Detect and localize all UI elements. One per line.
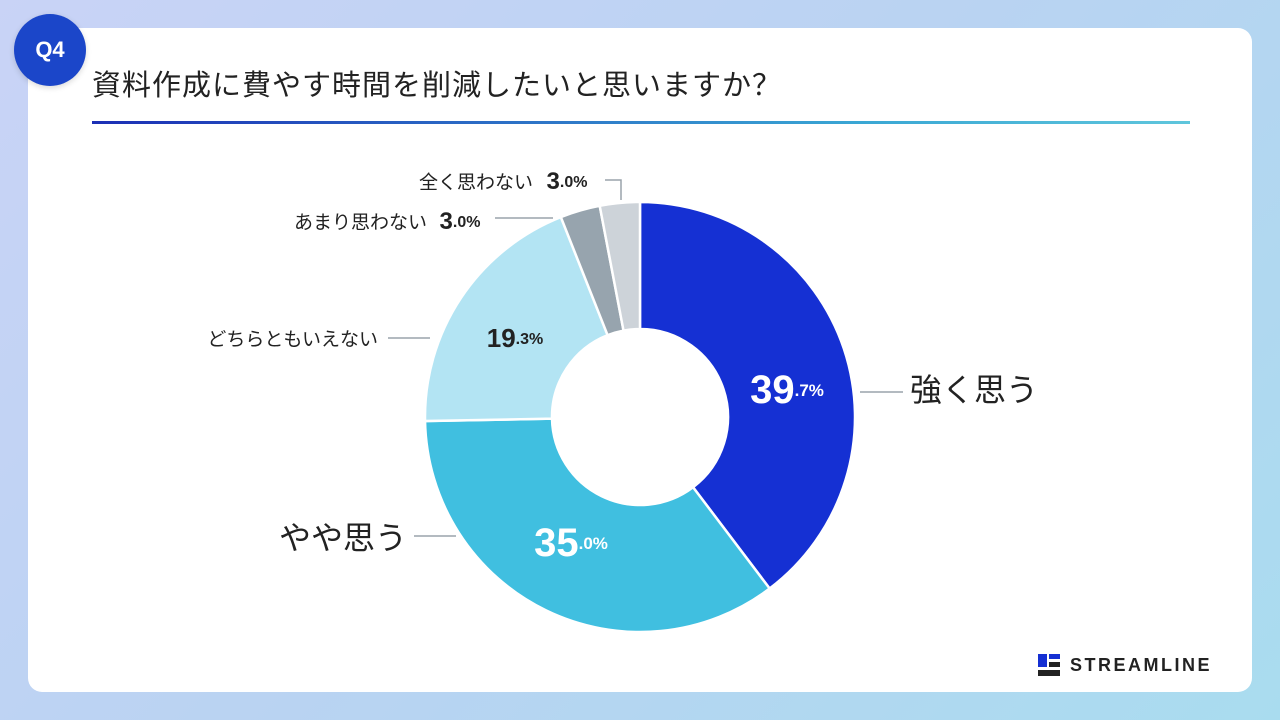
pie-slice-3 <box>423 215 610 423</box>
data-label-dec: .7% <box>795 381 824 400</box>
data-label-5: 3.0% <box>547 168 588 195</box>
data-label-3: 19.3% <box>487 323 544 353</box>
data-label-4: 3.0% <box>440 208 481 235</box>
data-label-int: 3 <box>547 168 560 195</box>
data-label-dec: .0% <box>560 174 588 191</box>
data-label-int: 35 <box>534 521 579 565</box>
data-label-dec: .0% <box>453 214 481 231</box>
category-label-5: 全く思わない <box>419 172 533 194</box>
pie-slice-1 <box>638 200 857 591</box>
data-label-int: 39 <box>750 368 795 412</box>
data-label-int: 19 <box>487 323 516 353</box>
title-divider <box>92 121 1190 124</box>
page-title: 資料作成に費やす時間を削減したいと思いますか？ <box>92 68 783 102</box>
category-label-3: どちらともいえない <box>207 329 378 351</box>
category-label-4: あまり思わない <box>294 212 427 234</box>
pie-slice-5 <box>598 200 642 333</box>
data-label-dec: .0% <box>579 534 608 553</box>
question-badge: Q4 <box>14 14 86 86</box>
brand-logo: STREAMLINE <box>1038 652 1212 678</box>
data-label-dec: .3% <box>516 331 544 348</box>
streamline-logo-icon <box>1038 654 1060 676</box>
leader-line-5 <box>605 179 622 200</box>
pie-slice-2 <box>423 417 772 634</box>
data-label-2: 35.0% <box>534 521 608 565</box>
data-label-1: 39.7% <box>750 368 824 412</box>
data-label-int: 3 <box>440 208 453 235</box>
brand-name: STREAMLINE <box>1070 654 1212 675</box>
category-label-1: 強く思う <box>910 371 1038 409</box>
category-label-2: やや思う <box>279 519 407 557</box>
